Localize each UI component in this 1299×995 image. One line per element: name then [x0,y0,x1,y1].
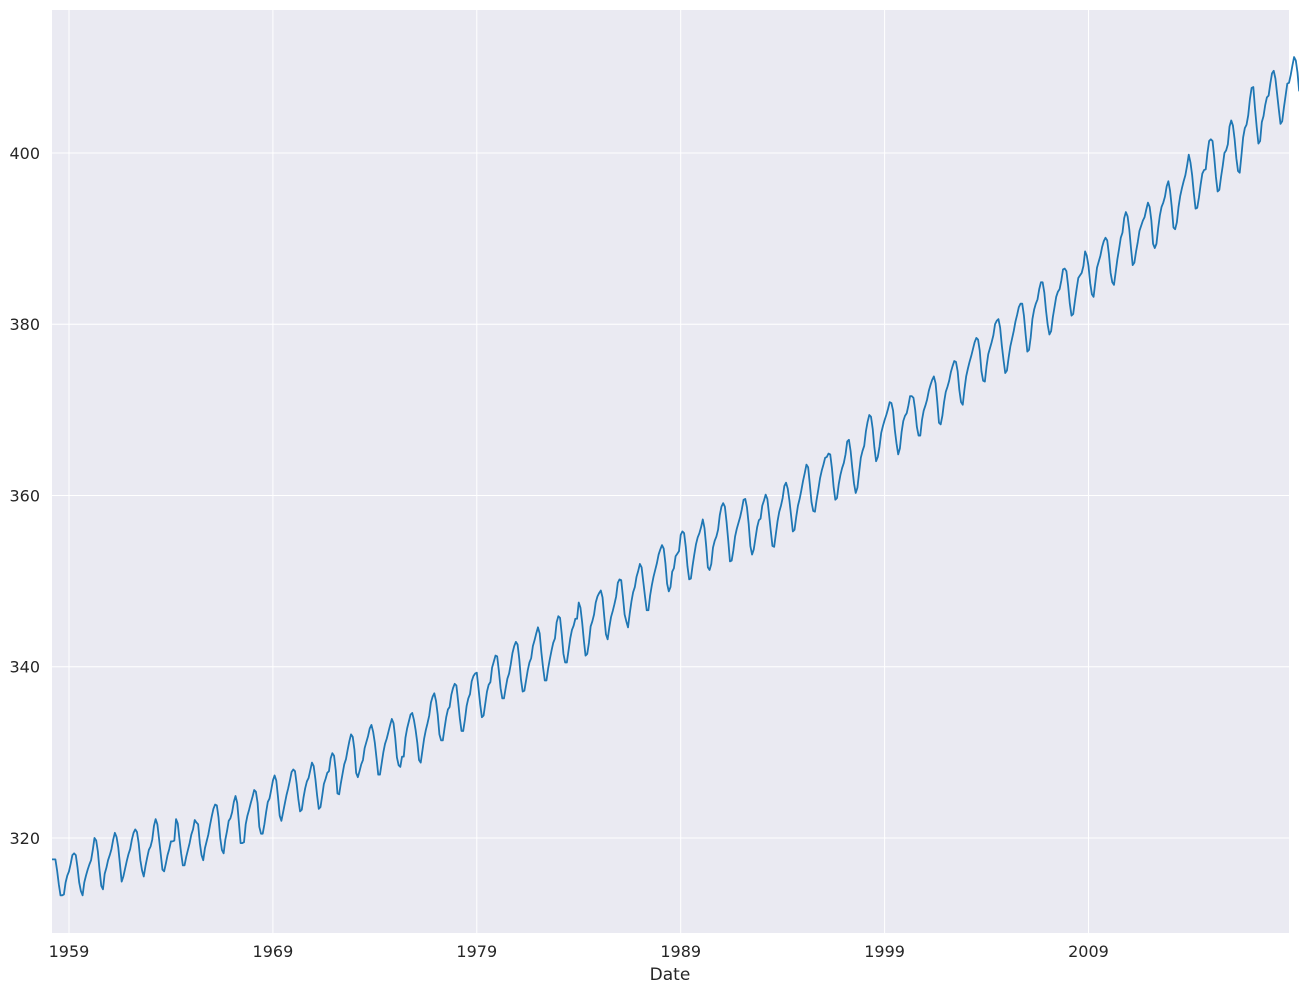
plot-area-background [52,10,1289,933]
x-axis: 1959 1969 1979 1989 1999 2009 [49,942,1109,961]
x-axis-label: Date [650,965,691,985]
y-tick-label: 380 [9,315,40,334]
x-tick-label: 1989 [660,942,701,961]
x-tick-label: 1999 [864,942,905,961]
y-tick-label: 400 [9,144,40,163]
y-tick-label: 360 [9,486,40,505]
x-tick-label: 1969 [253,942,294,961]
series-line [52,56,1299,897]
x-tick-label: 2009 [1068,942,1109,961]
x-tick-label: 1959 [49,942,90,961]
y-tick-label: 340 [9,658,40,677]
y-tick-label: 320 [9,829,40,848]
x-tick-label: 1979 [456,942,497,961]
y-axis: 320 340 360 380 400 [9,144,40,848]
grid [52,10,1289,933]
series-layer [52,56,1299,897]
